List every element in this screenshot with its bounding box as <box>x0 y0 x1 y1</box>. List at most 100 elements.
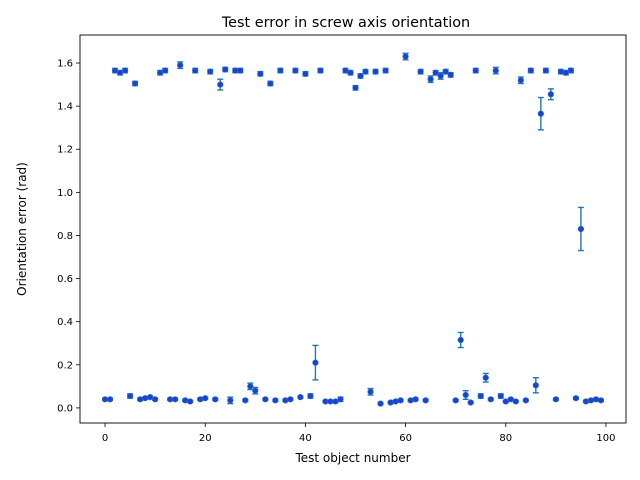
point-marker <box>307 392 314 400</box>
point-marker <box>387 399 394 406</box>
point-marker <box>197 396 204 403</box>
point-marker <box>162 67 169 74</box>
point-marker <box>452 397 459 404</box>
data-point <box>427 75 434 84</box>
point-marker <box>462 391 469 399</box>
data-point <box>212 396 219 403</box>
data-point <box>417 68 424 75</box>
point-marker <box>242 397 249 404</box>
data-point <box>442 68 449 75</box>
data-point <box>452 397 459 404</box>
data-point <box>132 80 139 87</box>
data-point <box>111 67 119 74</box>
data-point <box>542 67 549 74</box>
data-point <box>552 396 559 403</box>
data-point <box>557 68 564 75</box>
y-axis-label: Orientation error (rad) <box>15 162 29 296</box>
point-marker <box>217 81 224 88</box>
x-tick-label: 60 <box>399 433 412 444</box>
point-marker <box>517 77 524 84</box>
data-point <box>227 396 234 405</box>
data-point <box>297 394 304 401</box>
plot-frame <box>79 34 627 424</box>
data-point <box>287 396 294 403</box>
data-point <box>277 67 284 74</box>
data-point <box>207 68 214 75</box>
data-point <box>467 399 474 406</box>
point-marker <box>557 68 564 75</box>
data-point <box>487 396 494 403</box>
data-point <box>527 67 534 74</box>
data-point <box>597 397 605 404</box>
data-point <box>547 88 554 101</box>
point-marker <box>247 383 254 390</box>
data-point <box>167 396 174 403</box>
point-marker <box>477 392 484 400</box>
data-point <box>267 80 274 87</box>
x-tick-label: 80 <box>499 433 512 444</box>
point-marker <box>277 67 284 74</box>
point-marker <box>317 67 324 74</box>
point-marker <box>397 397 404 404</box>
data-point <box>187 398 194 405</box>
point-marker <box>572 395 580 402</box>
data-point <box>367 387 374 396</box>
point-marker <box>152 396 159 403</box>
data-point <box>192 67 199 74</box>
point-marker <box>532 382 539 389</box>
point-marker <box>482 374 489 381</box>
data-point <box>237 67 244 74</box>
data-point <box>437 72 444 80</box>
data-point <box>307 392 314 400</box>
data-point <box>577 206 585 252</box>
data-point <box>507 396 514 403</box>
y-tick-label: 0.2 <box>57 360 73 371</box>
point-marker <box>337 396 344 403</box>
data-point <box>242 397 249 404</box>
data-point <box>322 398 329 405</box>
data-point <box>572 395 580 402</box>
point-marker <box>297 394 304 401</box>
data-point <box>412 396 419 403</box>
point-marker <box>192 67 199 74</box>
data-point <box>202 395 209 402</box>
point-marker <box>121 67 129 74</box>
x-tick-label: 40 <box>299 433 312 444</box>
point-marker <box>472 67 479 74</box>
y-tick-label: 1.6 <box>57 59 73 70</box>
y-tick-label: 1.0 <box>57 188 73 199</box>
point-marker <box>437 72 444 80</box>
data-point <box>222 66 229 73</box>
data-point <box>257 70 264 77</box>
data-point <box>402 52 409 61</box>
data-point <box>126 392 134 400</box>
point-marker <box>287 396 294 403</box>
point-marker <box>442 68 449 75</box>
point-marker <box>302 70 309 77</box>
point-marker <box>402 53 409 60</box>
data-point <box>152 396 159 403</box>
data-point <box>462 389 469 400</box>
point-marker <box>252 387 259 394</box>
point-marker <box>357 72 364 80</box>
data-point <box>357 72 364 80</box>
data-point <box>302 70 309 77</box>
point-marker <box>467 399 474 406</box>
point-marker <box>567 67 574 74</box>
data-point <box>327 398 334 405</box>
data-point <box>337 396 344 403</box>
point-marker <box>587 397 595 404</box>
point-marker <box>267 80 274 87</box>
point-marker <box>552 396 559 403</box>
data-point <box>232 67 239 74</box>
x-axis: 0 20 40 60 80 100 <box>102 423 616 444</box>
y-tick-label: 0.6 <box>57 274 73 285</box>
data-point <box>362 68 369 75</box>
data-point <box>522 397 529 404</box>
point-marker <box>412 396 419 403</box>
data-point <box>382 67 389 74</box>
data-point <box>106 396 114 403</box>
point-marker <box>392 398 399 405</box>
x-tick-label: 0 <box>102 433 108 444</box>
